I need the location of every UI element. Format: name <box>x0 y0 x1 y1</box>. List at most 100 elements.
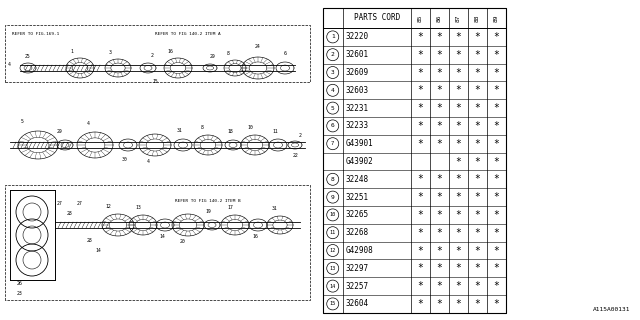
Text: *: * <box>436 210 442 220</box>
Text: *: * <box>474 245 480 255</box>
Text: *: * <box>456 263 461 273</box>
Text: 86: 86 <box>437 14 442 22</box>
Text: G42908: G42908 <box>346 246 374 255</box>
Text: *: * <box>456 192 461 202</box>
Text: REFER TO FIG.169-1: REFER TO FIG.169-1 <box>12 32 60 36</box>
Text: 4: 4 <box>147 159 149 164</box>
Text: *: * <box>436 68 442 77</box>
Text: 28: 28 <box>87 238 93 243</box>
Text: *: * <box>456 245 461 255</box>
Text: 16: 16 <box>167 49 173 54</box>
Text: *: * <box>417 174 423 184</box>
Text: 6: 6 <box>331 124 335 128</box>
Text: 19: 19 <box>205 209 211 214</box>
Text: *: * <box>493 299 499 309</box>
Text: *: * <box>436 228 442 238</box>
Text: 31: 31 <box>272 206 278 211</box>
Text: *: * <box>436 121 442 131</box>
Text: 14: 14 <box>159 234 165 239</box>
Text: 14: 14 <box>330 284 336 289</box>
Text: *: * <box>493 228 499 238</box>
Text: 29: 29 <box>210 54 216 59</box>
Text: *: * <box>493 121 499 131</box>
Text: *: * <box>474 103 480 113</box>
Text: REFER TO FIG 140-2 ITEM B: REFER TO FIG 140-2 ITEM B <box>175 199 241 203</box>
Text: 2: 2 <box>150 53 154 58</box>
Text: 15: 15 <box>152 79 158 84</box>
Text: *: * <box>474 139 480 149</box>
Text: 32265: 32265 <box>346 211 369 220</box>
Text: 4: 4 <box>331 88 335 93</box>
Text: 87: 87 <box>456 14 461 22</box>
Text: 3: 3 <box>109 50 111 55</box>
Text: *: * <box>493 68 499 77</box>
Text: 13: 13 <box>135 205 141 210</box>
Text: 11: 11 <box>272 129 278 134</box>
Text: *: * <box>456 281 461 291</box>
Text: 2: 2 <box>299 133 301 138</box>
Text: 1: 1 <box>331 34 335 39</box>
Text: 31: 31 <box>177 128 183 133</box>
Text: 3: 3 <box>331 70 335 75</box>
Text: *: * <box>456 68 461 77</box>
Text: *: * <box>493 32 499 42</box>
Text: 13: 13 <box>330 266 336 271</box>
Text: *: * <box>417 121 423 131</box>
Text: *: * <box>493 103 499 113</box>
Text: 32601: 32601 <box>346 50 369 59</box>
Text: *: * <box>436 299 442 309</box>
Text: 32220: 32220 <box>346 32 369 41</box>
Text: 17: 17 <box>227 205 233 210</box>
Text: *: * <box>417 245 423 255</box>
Text: *: * <box>456 299 461 309</box>
Text: *: * <box>436 50 442 60</box>
Text: 32604: 32604 <box>346 300 369 308</box>
Text: 16: 16 <box>252 234 258 239</box>
Text: 25: 25 <box>25 54 31 59</box>
Text: *: * <box>417 103 423 113</box>
Text: *: * <box>493 281 499 291</box>
Text: *: * <box>474 299 480 309</box>
Text: 20: 20 <box>180 239 186 244</box>
Text: 2: 2 <box>331 52 335 57</box>
Text: 32233: 32233 <box>346 121 369 131</box>
Text: *: * <box>456 85 461 95</box>
Text: 5: 5 <box>331 106 335 111</box>
Text: *: * <box>436 32 442 42</box>
Text: *: * <box>417 68 423 77</box>
Text: *: * <box>417 50 423 60</box>
Text: 8: 8 <box>227 51 229 56</box>
Text: 14: 14 <box>95 248 101 253</box>
Text: *: * <box>436 103 442 113</box>
Text: *: * <box>456 32 461 42</box>
Text: *: * <box>417 85 423 95</box>
Text: 12: 12 <box>105 204 111 209</box>
Text: *: * <box>436 174 442 184</box>
Text: 4: 4 <box>86 121 90 126</box>
Text: 7: 7 <box>331 141 334 146</box>
Text: 32257: 32257 <box>346 282 369 291</box>
Text: 28: 28 <box>67 211 73 216</box>
Text: 27: 27 <box>77 201 83 206</box>
Text: *: * <box>493 156 499 166</box>
Text: *: * <box>493 174 499 184</box>
Text: 85: 85 <box>418 14 423 22</box>
Text: *: * <box>474 32 480 42</box>
Text: *: * <box>474 50 480 60</box>
Text: *: * <box>493 192 499 202</box>
Text: 27: 27 <box>57 201 63 206</box>
Text: *: * <box>456 174 461 184</box>
Text: 88: 88 <box>475 14 480 22</box>
Text: 30: 30 <box>122 157 128 162</box>
Text: 1: 1 <box>70 49 74 54</box>
Text: 22: 22 <box>293 153 299 158</box>
Text: *: * <box>436 263 442 273</box>
Text: *: * <box>456 103 461 113</box>
Text: *: * <box>456 139 461 149</box>
Text: *: * <box>474 281 480 291</box>
Text: 23: 23 <box>17 291 23 296</box>
Text: *: * <box>456 228 461 238</box>
Text: 32251: 32251 <box>346 193 369 202</box>
Text: *: * <box>417 192 423 202</box>
Text: *: * <box>417 299 423 309</box>
